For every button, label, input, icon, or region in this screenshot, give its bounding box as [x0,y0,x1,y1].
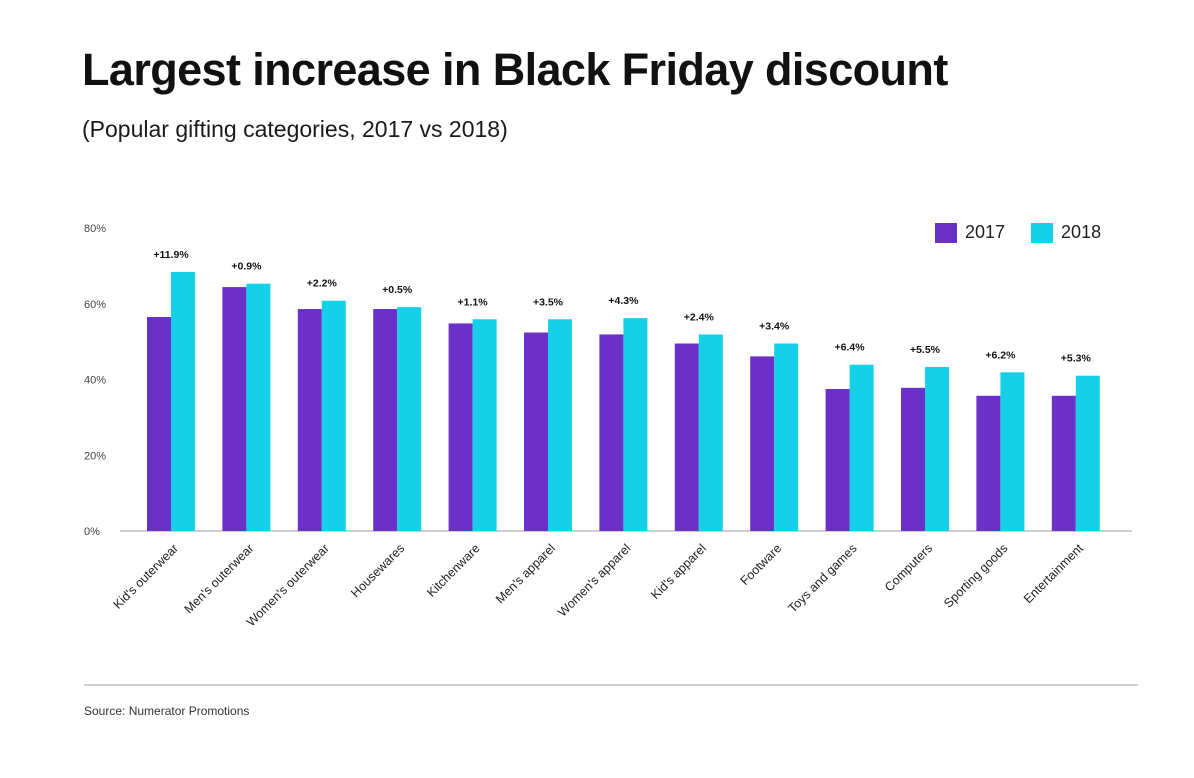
x-tick-label: Kitchenware [424,541,483,600]
data-label: +0.9% [231,261,262,273]
bar-2018 [548,319,572,531]
bar-2018 [246,283,271,531]
legend-item-2017: 2017 [935,222,1005,243]
bar-2018 [1075,375,1100,531]
bar-2017 [599,334,624,531]
bar-2017 [1051,395,1076,531]
y-tick-label: 0% [84,526,100,538]
x-tick-label: Men's apparel [493,541,558,606]
x-tick-label: Computers [882,541,935,594]
data-label: +0.5% [382,284,413,296]
bar-2018 [472,319,497,531]
data-label: +5.5% [910,344,941,356]
bar-2017 [222,287,247,531]
data-label: +6.2% [985,349,1016,361]
chart-title: Largest increase in Black Friday discoun… [82,44,948,95]
x-tick-label: Entertainment [1021,541,1086,606]
y-tick-label: 40% [84,375,106,387]
bar-2017 [825,388,850,531]
x-tick-label: Toys and games [785,541,859,615]
x-tick-label: Kid's apparel [648,541,709,602]
bar-2017 [674,343,699,531]
bar-2017 [976,395,1001,531]
chart-subtitle: (Popular gifting categories, 2017 vs 201… [82,116,508,142]
data-label: +5.3% [1061,353,1092,365]
data-label: +4.3% [608,295,639,307]
x-tick-label: Housewares [348,541,407,600]
data-label: +3.5% [533,296,564,308]
x-tick-label: Sporting goods [941,541,1010,610]
data-label: +2.2% [307,278,338,290]
chart-legend: 2017 2018 [935,222,1127,243]
legend-label-2017: 2017 [965,222,1006,242]
bar-2017 [448,323,473,531]
bar-2018 [774,343,799,531]
data-label: +3.4% [759,321,790,333]
y-tick-label: 80% [84,223,106,235]
legend-swatch-2018 [1031,222,1054,243]
bar-2018 [623,318,648,531]
y-tick-label: 60% [84,299,106,311]
bar-2018 [321,300,346,531]
bar-2018 [397,307,422,531]
bar-chart: 0% 20% 40% 60% 80% +11.9% Kid's outerwear +0.9%… [84,223,1132,629]
bar-2018 [925,367,949,531]
x-tick-label: Women's apparel [555,541,633,619]
x-tick-label: Kid's outerwear [111,541,182,612]
source-note: Source: Numerator Promotions [84,704,250,718]
bar-2018 [171,271,195,531]
bar-2017 [147,317,171,531]
y-tick-label: 20% [84,450,106,462]
bar-2018 [849,364,874,531]
bar-2018 [1000,372,1025,531]
data-label: +2.4% [684,311,715,323]
bar-2018 [698,334,723,531]
x-tick-label: Footware [738,541,785,588]
data-label: +6.4% [835,342,866,354]
bar-2017 [297,309,322,531]
legend-label-2018: 2018 [1061,222,1102,242]
footer-divider [84,684,1138,686]
data-label: +1.1% [458,296,489,308]
x-tick-label: Women's outerwear [244,541,332,629]
bar-2017 [373,309,398,531]
bar-2017 [750,356,775,531]
x-tick-label: Men's outerwear [182,541,257,616]
legend-item-2018: 2018 [1031,222,1101,243]
bar-2017 [524,332,548,531]
data-label: +11.9% [153,249,189,261]
legend-swatch-2017 [935,222,957,243]
bar-2017 [901,387,925,531]
